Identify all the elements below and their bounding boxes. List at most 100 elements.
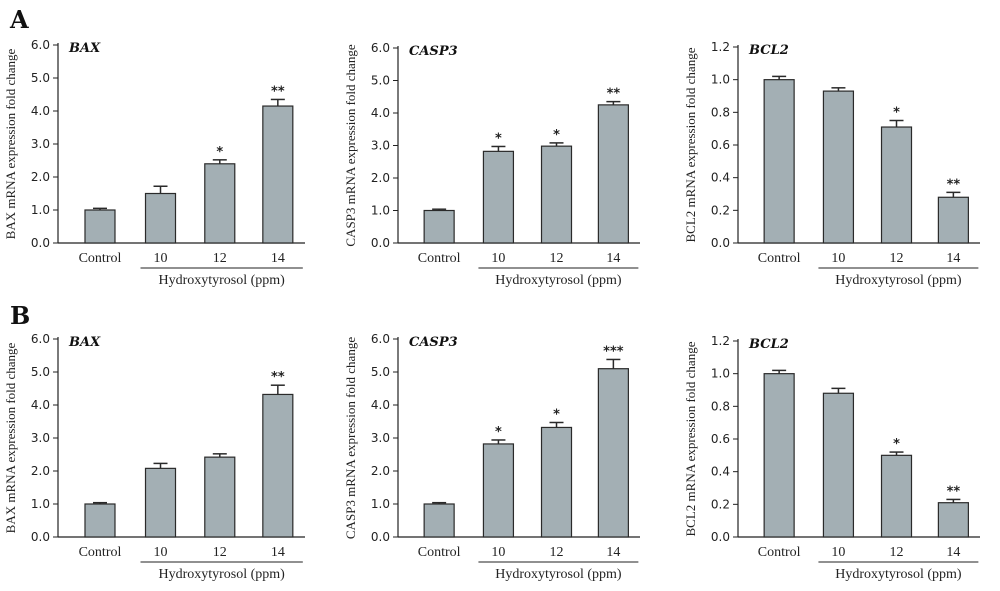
- y-tick-label: 0.0: [371, 236, 390, 250]
- significance-mark: **: [947, 484, 961, 499]
- y-tick-label: 0.8: [711, 399, 730, 413]
- x-group-label: Hydroxytyrosol (ppm): [158, 273, 285, 288]
- y-tick-label: 6.0: [371, 41, 390, 55]
- bar: [763, 79, 795, 244]
- chart-b-bcl2: 0.0 0.2 0.4 0.6 0.8 1.0 1.2 BCL2 mRNA expressio…: [683, 334, 980, 582]
- y-tick-label: 0.0: [371, 530, 390, 544]
- y-tick-label: 0.4: [711, 171, 730, 185]
- bar: [597, 104, 629, 244]
- panel-label-a: A: [9, 5, 29, 34]
- category-label: 12: [890, 545, 904, 560]
- y-axis-label: CASP3 mRNA expression fold change: [343, 44, 358, 246]
- bar: [822, 90, 855, 244]
- y-axis-label: BAX mRNA expression fold change: [3, 48, 18, 239]
- y-tick-label: 6.0: [31, 332, 50, 346]
- bar: [937, 502, 969, 538]
- y-tick-label: 0.4: [711, 465, 730, 479]
- y-tick-label: 0.0: [711, 530, 730, 544]
- y-tick-label: 1.0: [371, 497, 390, 511]
- bar: [144, 192, 177, 244]
- gene-title: BCL2: [748, 337, 789, 352]
- y-tick-label: 6.0: [371, 332, 390, 346]
- gene-title: CASP3: [409, 44, 458, 59]
- y-tick-label: 2.0: [371, 464, 390, 478]
- y-tick-label: 0.2: [711, 203, 730, 217]
- y-axis-label: BCL2 mRNA expression fold change: [683, 341, 698, 536]
- significance-mark: **: [947, 177, 961, 192]
- category-label: 10: [154, 545, 168, 560]
- bar: [540, 145, 573, 244]
- bar: [423, 503, 455, 538]
- significance-mark: ***: [603, 344, 624, 359]
- bar: [204, 163, 236, 244]
- y-tick-label: 0.6: [711, 138, 730, 152]
- chart-a-bax: 0.0 1.0 2.0 3.0 4.0 5.0 6.0 BAX mRNA expression…: [3, 38, 305, 288]
- y-axis-label: BCL2 mRNA expression fold change: [683, 47, 698, 242]
- y-tick-label: 1.2: [711, 40, 730, 54]
- category-label: 14: [606, 545, 620, 560]
- y-tick-label: 4.0: [31, 104, 50, 118]
- x-group-label: Hydroxytyrosol (ppm): [495, 273, 622, 288]
- category-label: 12: [550, 251, 564, 266]
- x-group-label: Hydroxytyrosol (ppm): [835, 273, 962, 288]
- category-label: 12: [550, 545, 564, 560]
- y-tick-label: 1.0: [711, 367, 730, 381]
- category-label: 10: [831, 251, 845, 266]
- y-tick-label: 1.0: [31, 497, 50, 511]
- significance-mark: **: [271, 370, 285, 385]
- category-label: 10: [491, 251, 505, 266]
- bar: [84, 503, 116, 538]
- bar: [880, 454, 913, 538]
- y-tick-label: 4.0: [31, 398, 50, 412]
- y-tick-label: 0.2: [711, 497, 730, 511]
- y-tick-label: 1.0: [711, 73, 730, 87]
- category-label: Control: [79, 545, 122, 560]
- bar: [423, 209, 455, 244]
- bar: [204, 456, 236, 538]
- bar: [482, 150, 515, 244]
- bar: [262, 105, 294, 244]
- gene-title: BAX: [68, 335, 101, 350]
- significance-mark: **: [271, 84, 285, 99]
- significance-mark: *: [495, 131, 502, 146]
- y-tick-label: 3.0: [371, 431, 390, 445]
- y-tick-label: 1.0: [31, 203, 50, 217]
- gene-title: BAX: [68, 41, 101, 56]
- x-group-label: Hydroxytyrosol (ppm): [158, 567, 285, 582]
- x-group-label: Hydroxytyrosol (ppm): [835, 567, 962, 582]
- bar: [482, 443, 515, 538]
- y-tick-label: 6.0: [31, 38, 50, 52]
- y-tick-label: 1.2: [711, 334, 730, 348]
- gene-title: CASP3: [409, 335, 458, 350]
- y-tick-label: 2.0: [31, 464, 50, 478]
- y-tick-label: 3.0: [31, 431, 50, 445]
- bar: [880, 126, 913, 244]
- category-label: Control: [418, 251, 461, 266]
- y-axis-label: BAX mRNA expression fold change: [3, 342, 18, 533]
- category-label: 14: [946, 545, 960, 560]
- chart-b-bax: 0.0 1.0 2.0 3.0 4.0 5.0 6.0 BAX mRNA expression…: [3, 332, 305, 582]
- gene-title: BCL2: [748, 43, 789, 58]
- significance-mark: *: [553, 407, 560, 422]
- category-label: 10: [831, 545, 845, 560]
- category-label: Control: [418, 545, 461, 560]
- category-label: 10: [491, 545, 505, 560]
- y-tick-label: 2.0: [371, 171, 390, 185]
- y-tick-label: 0.8: [711, 105, 730, 119]
- chart-a-bcl2: 0.0 0.2 0.4 0.6 0.8 1.0 1.2 BCL2 mRNA expressio…: [683, 40, 980, 288]
- y-tick-label: 0.0: [711, 236, 730, 250]
- y-tick-label: 5.0: [371, 74, 390, 88]
- y-tick-label: 4.0: [371, 106, 390, 120]
- bar: [937, 196, 969, 244]
- category-label: 14: [271, 251, 285, 266]
- bar: [84, 209, 116, 244]
- significance-mark: *: [553, 128, 560, 143]
- significance-mark: *: [495, 425, 502, 440]
- significance-mark: *: [216, 145, 223, 160]
- bar: [540, 426, 573, 538]
- category-label: Control: [79, 251, 122, 266]
- y-tick-label: 0.6: [711, 432, 730, 446]
- chart-b-casp3: 0.0 1.0 2.0 3.0 4.0 5.0 6.0 CASP3 mRNA expressi…: [343, 332, 640, 582]
- category-label: Control: [758, 545, 801, 560]
